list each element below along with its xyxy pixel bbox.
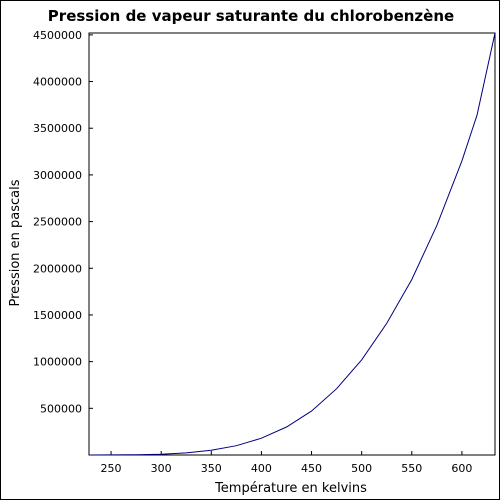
y-tick-label: 2000000 xyxy=(33,262,82,275)
x-tick-label: 250 xyxy=(101,462,122,475)
x-tick-label: 350 xyxy=(201,462,222,475)
x-tick-label: 300 xyxy=(151,462,172,475)
y-tick-label: 1500000 xyxy=(33,309,82,322)
x-tick-label: 400 xyxy=(251,462,272,475)
x-axis-label: Température en kelvins xyxy=(214,481,367,496)
x-tick-label: 500 xyxy=(351,462,372,475)
chart-title: Pression de vapeur saturante du chlorobe… xyxy=(48,7,454,25)
x-axis-ticks: 250 300 350 400 450 500 550 600 xyxy=(101,451,472,475)
y-tick-label: 3000000 xyxy=(33,169,82,182)
x-tick-label: 450 xyxy=(301,462,322,475)
y-tick-label: 4000000 xyxy=(33,76,82,89)
y-tick-label: 3500000 xyxy=(33,122,82,135)
y-tick-label: 500000 xyxy=(40,402,82,415)
y-axis-label: Pression en pascals xyxy=(8,179,23,306)
y-tick-label: 4500000 xyxy=(33,29,82,42)
x-tick-label: 550 xyxy=(401,462,422,475)
x-tick-label: 600 xyxy=(451,462,472,475)
series-layer xyxy=(88,32,496,456)
plot-area xyxy=(88,32,496,456)
y-tick-label: 1000000 xyxy=(33,356,82,369)
y-axis-ticks: 500000 1000000 1500000 2000000 2500000 300000… xyxy=(33,29,93,415)
y-tick-label: 2500000 xyxy=(33,216,82,229)
series-line xyxy=(88,32,496,456)
